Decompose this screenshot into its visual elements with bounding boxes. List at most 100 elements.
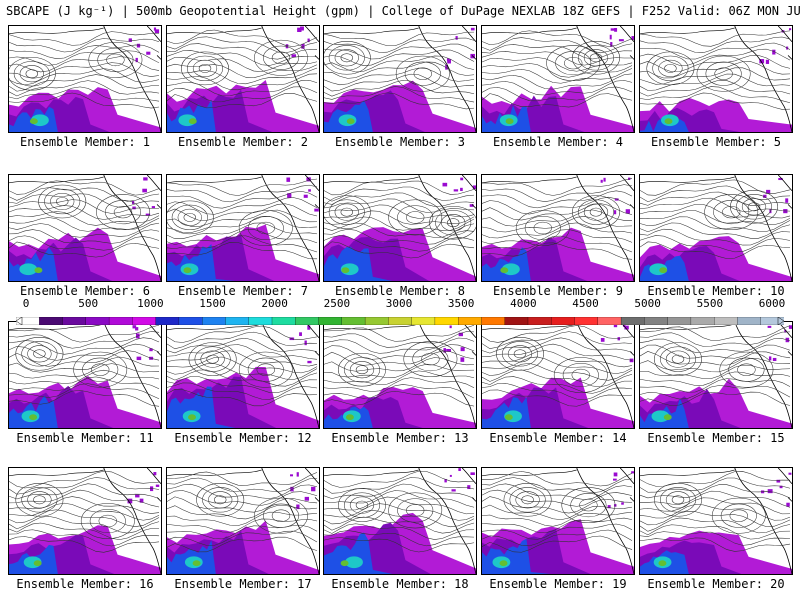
colorbar-swatch: [132, 316, 157, 326]
coastline-north: [167, 176, 262, 184]
colorbar-arrow-left-icon: [15, 316, 23, 326]
coastline-north: [324, 469, 419, 477]
coastline-north: [9, 27, 104, 35]
coastline: [734, 468, 792, 574]
colorbar-tick-label: 6000: [758, 297, 786, 310]
colorbar-swatch: [39, 316, 64, 326]
panel-label: Ensemble Member: 18: [331, 577, 469, 591]
coastline-north: [640, 323, 735, 331]
coastline: [261, 175, 319, 281]
panel-label: Ensemble Member: 3: [334, 135, 466, 149]
panel-label: Ensemble Member: 16: [16, 577, 154, 591]
map-svg: [640, 175, 792, 281]
colorbar-swatch: [714, 316, 739, 326]
cape-shading: [9, 177, 161, 281]
colorbar-tick-label: 5000: [634, 297, 661, 310]
colorbar-tick-label: 0: [22, 297, 30, 310]
panel-label: Ensemble Member: 1: [19, 135, 151, 149]
coastline-north: [9, 469, 104, 477]
coastline-north: [324, 176, 419, 184]
map-panel-7: [166, 174, 320, 282]
coastline: [734, 26, 792, 132]
coastline-north: [482, 176, 577, 184]
map-panel-5: [639, 25, 793, 133]
map-svg: [9, 322, 161, 428]
height-contours: [167, 325, 318, 407]
cape-shading: [324, 468, 476, 574]
panel-label: Ensemble Member: 7: [177, 284, 309, 298]
panel-label: Ensemble Member: 4: [492, 135, 624, 149]
colorbar-tick-label: 3500: [447, 297, 475, 310]
map-svg: [9, 175, 161, 281]
colorbar: [15, 310, 785, 326]
map-svg: [324, 26, 476, 132]
height-contours: [9, 470, 160, 553]
coastline: [103, 26, 161, 132]
panel-label: Ensemble Member: 8: [334, 284, 466, 298]
map-svg: [167, 26, 319, 132]
cape-shading: [640, 178, 792, 281]
coastline: [576, 468, 634, 574]
map-panel-19: [481, 467, 635, 575]
colorbar-swatch: [551, 316, 576, 326]
map-panel-8: [323, 174, 477, 282]
map-panel-18: [323, 467, 477, 575]
map-svg: [640, 322, 792, 428]
coastline-north: [482, 27, 577, 35]
cape-shading: [9, 27, 161, 132]
map-panel-10: [639, 174, 793, 282]
height-contours: [324, 470, 475, 553]
cape-shading: [482, 177, 634, 281]
height-contours: [167, 29, 318, 109]
height-contours: [640, 179, 791, 259]
colorbar-swatch: [295, 316, 320, 326]
panel-label: Ensemble Member: 9: [492, 284, 624, 298]
cape-shading: [482, 322, 634, 428]
coastline: [103, 175, 161, 281]
cape-shading: [167, 325, 319, 428]
cape-shading: [167, 472, 319, 574]
height-contours: [167, 471, 318, 553]
map-panel-9: [481, 174, 635, 282]
panel-label: Ensemble Member: 11: [16, 431, 154, 445]
map-panel-14: [481, 321, 635, 429]
map-panel-2: [166, 25, 320, 133]
map-svg: [324, 322, 476, 428]
panel-label: Ensemble Member: 20: [647, 577, 785, 591]
coastline-north: [640, 176, 735, 184]
map-svg: [9, 468, 161, 574]
coastline-north: [9, 323, 104, 331]
coastline-north: [482, 469, 577, 477]
map-panel-13: [323, 321, 477, 429]
colorbar-swatch: [434, 316, 459, 326]
colorbar-swatch: [737, 316, 762, 326]
panel-label: Ensemble Member: 5: [650, 135, 782, 149]
map-svg: [167, 322, 319, 428]
panel-label: Ensemble Member: 15: [647, 431, 785, 445]
colorbar-tick-label: 4000: [510, 297, 537, 310]
height-contours: [9, 180, 160, 258]
map-panel-4: [481, 25, 635, 133]
colorbar-swatch: [108, 316, 134, 326]
map-svg: [167, 175, 319, 281]
colorbar-swatch: [225, 316, 250, 326]
map-svg: [482, 175, 634, 281]
height-contours: [482, 178, 633, 260]
cape-shading: [167, 177, 319, 281]
height-contours: [324, 324, 475, 407]
map-panel-1: [8, 25, 162, 133]
map-svg: [640, 26, 792, 132]
height-contours: [482, 471, 633, 553]
colorbar-swatch: [178, 316, 203, 326]
colorbar-swatch: [388, 316, 413, 326]
colorbar-swatch: [318, 316, 343, 326]
page-title: SBCAPE (J kg⁻¹) | 500mb Geopotential Hei…: [6, 4, 800, 18]
coastline: [418, 26, 476, 132]
coastline: [261, 26, 319, 132]
height-contours: [9, 324, 160, 407]
panel-label: Ensemble Member: 6: [19, 284, 151, 298]
cape-shading: [167, 26, 319, 132]
map-svg: [9, 26, 161, 132]
panel-label: Ensemble Member: 13: [331, 431, 469, 445]
